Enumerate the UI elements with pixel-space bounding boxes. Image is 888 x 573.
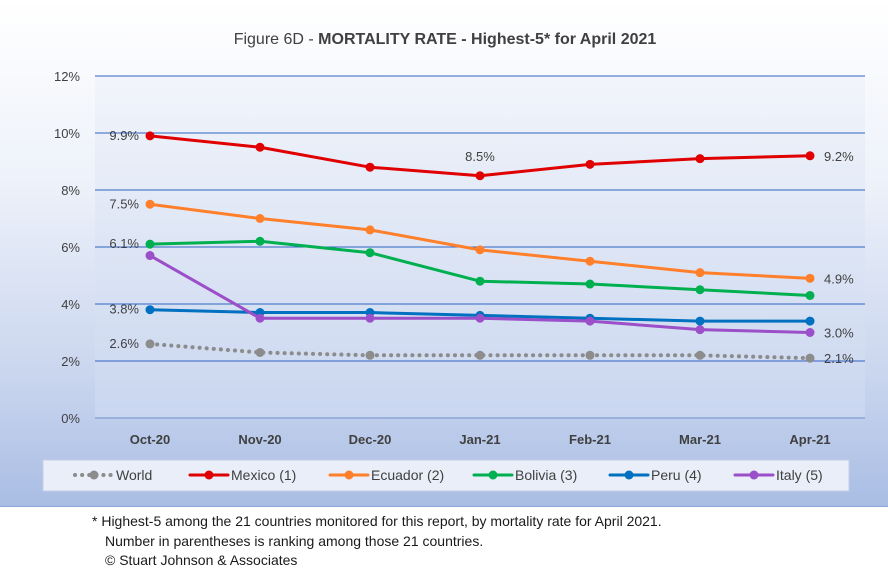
x-tick-label: Oct-20: [130, 432, 170, 447]
legend-swatch-marker: [344, 470, 354, 480]
data-label: 2.1%: [824, 351, 854, 366]
data-label: 6.1%: [109, 236, 139, 251]
data-point-mexico-1: [145, 131, 155, 141]
legend-swatch-marker: [204, 470, 214, 480]
y-tick-label: 2%: [61, 354, 80, 369]
data-point-bolivia-3: [805, 290, 815, 300]
data-label: 3.8%: [109, 302, 139, 317]
chart-title: Figure 6D - MORTALITY RATE - Highest-5* …: [234, 31, 657, 48]
data-point-world: [475, 350, 485, 360]
data-point-bolivia-3: [585, 279, 595, 289]
legend-label: World: [116, 467, 152, 483]
legend-box: [42, 459, 850, 492]
y-tick-label: 10%: [54, 126, 80, 141]
data-point-italy-5: [255, 313, 265, 323]
data-point-peru-4: [145, 305, 155, 315]
data-point-ecuador-2: [365, 225, 375, 235]
data-point-ecuador-2: [805, 273, 815, 283]
data-point-italy-5: [585, 316, 595, 326]
data-point-world: [365, 350, 375, 360]
legend-label: Ecuador (2): [371, 467, 444, 483]
legend-swatch-marker: [89, 470, 99, 480]
data-point-mexico-1: [585, 159, 595, 169]
x-tick-label: Dec-20: [349, 432, 392, 447]
legend-label: Bolivia (3): [515, 467, 577, 483]
data-label: 4.9%: [824, 271, 854, 286]
x-tick-label: Feb-21: [569, 432, 611, 447]
legend-swatch-marker: [488, 470, 498, 480]
data-point-bolivia-3: [145, 239, 155, 249]
data-point-bolivia-3: [365, 248, 375, 258]
legend-label: Mexico (1): [231, 467, 296, 483]
data-point-world: [585, 350, 595, 360]
footnote-line-1: * Highest-5 among the 21 countries monit…: [92, 513, 662, 529]
y-tick-label: 12%: [54, 69, 80, 84]
data-point-mexico-1: [365, 162, 375, 172]
data-label: 2.6%: [109, 336, 139, 351]
data-point-mexico-1: [805, 151, 815, 161]
y-tick-label: 4%: [61, 297, 80, 312]
data-point-italy-5: [475, 313, 485, 323]
y-tick-label: 0%: [61, 411, 80, 426]
data-label: 9.2%: [824, 149, 854, 164]
data-point-mexico-1: [475, 171, 485, 181]
data-point-mexico-1: [255, 142, 265, 152]
data-label: 9.9%: [109, 128, 139, 143]
data-point-peru-4: [695, 316, 705, 326]
legend-label: Peru (4): [651, 467, 702, 483]
data-point-italy-5: [145, 251, 155, 261]
data-point-ecuador-2: [145, 199, 155, 209]
x-tick-label: Nov-20: [238, 432, 281, 447]
data-point-peru-4: [805, 316, 815, 326]
chart-area: Figure 6D - MORTALITY RATE - Highest-5* …: [0, 0, 888, 507]
line-chart: Figure 6D - MORTALITY RATE - Highest-5* …: [42, 31, 865, 492]
y-tick-label: 8%: [61, 183, 80, 198]
data-label: 8.5%: [465, 149, 495, 164]
x-tick-label: Mar-21: [679, 432, 721, 447]
x-tick-label: Jan-21: [459, 432, 500, 447]
legend-swatch-marker: [624, 470, 634, 480]
data-point-ecuador-2: [475, 245, 485, 255]
data-point-mexico-1: [695, 154, 705, 164]
data-label: 7.5%: [109, 196, 139, 211]
footnote-line-2: Number in parentheses is ranking among t…: [105, 532, 484, 549]
data-point-ecuador-2: [585, 256, 595, 266]
data-point-world: [145, 339, 155, 349]
data-point-ecuador-2: [255, 214, 265, 223]
data-label: 3.0%: [824, 326, 854, 341]
data-point-bolivia-3: [475, 276, 485, 286]
data-point-bolivia-3: [695, 285, 705, 295]
footnotes: * Highest-5 among the 21 countries monit…: [92, 512, 662, 571]
data-point-world: [255, 347, 265, 357]
data-point-italy-5: [365, 313, 375, 323]
data-point-italy-5: [805, 328, 815, 337]
chart-title-prefix: Figure 6D -: [234, 31, 318, 48]
data-point-bolivia-3: [255, 236, 265, 246]
chart-title-main: MORTALITY RATE - Highest-5* for April 20…: [318, 31, 656, 48]
data-point-world: [805, 353, 815, 363]
y-tick-label: 6%: [61, 240, 80, 255]
data-point-ecuador-2: [695, 268, 705, 278]
legend-label: Italy (5): [776, 467, 823, 483]
footnote-copyright: © Stuart Johnson & Associates: [105, 552, 298, 568]
x-tick-label: Apr-21: [789, 432, 830, 447]
data-point-world: [695, 350, 705, 360]
legend-swatch-marker: [749, 470, 759, 480]
data-point-italy-5: [695, 325, 705, 335]
